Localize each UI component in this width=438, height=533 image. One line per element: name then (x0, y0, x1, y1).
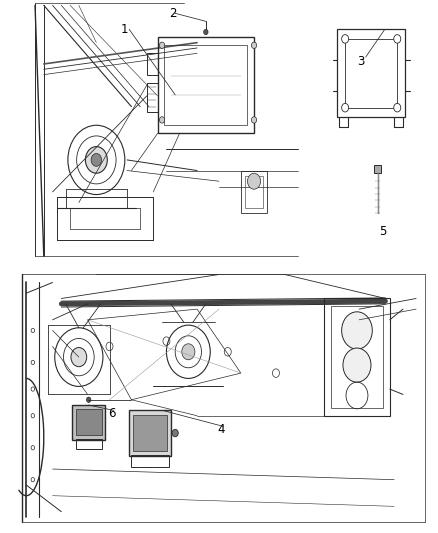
Circle shape (87, 397, 91, 402)
Text: 3: 3 (358, 55, 365, 68)
Circle shape (251, 117, 257, 123)
Bar (129, 410, 171, 456)
Bar (76, 409, 102, 435)
Circle shape (182, 344, 195, 360)
Bar (147, 83, 158, 112)
Bar (164, 45, 247, 125)
Text: 6: 6 (108, 407, 116, 419)
Circle shape (342, 103, 349, 112)
Circle shape (159, 117, 165, 123)
Text: 4: 4 (217, 423, 225, 435)
Circle shape (159, 42, 165, 49)
Bar (147, 53, 158, 75)
Bar (72, 405, 105, 440)
Bar (131, 455, 169, 467)
Text: 5: 5 (380, 225, 387, 238)
Circle shape (71, 348, 87, 367)
Circle shape (247, 173, 261, 189)
Circle shape (342, 35, 349, 43)
Bar (374, 165, 381, 173)
Bar (337, 29, 405, 117)
Bar (245, 176, 263, 208)
Bar (324, 298, 390, 416)
Circle shape (343, 348, 371, 382)
Bar (331, 306, 383, 408)
Circle shape (85, 147, 107, 173)
Circle shape (204, 29, 208, 35)
Text: 1: 1 (121, 23, 129, 36)
Circle shape (172, 430, 178, 437)
Circle shape (91, 154, 102, 166)
Circle shape (251, 42, 257, 49)
Circle shape (394, 103, 401, 112)
Bar (241, 171, 267, 213)
Bar (76, 439, 102, 449)
Bar (158, 37, 254, 133)
Bar (133, 415, 167, 451)
Bar (345, 39, 397, 108)
Text: 2: 2 (169, 7, 177, 20)
Circle shape (342, 312, 372, 349)
Circle shape (394, 35, 401, 43)
